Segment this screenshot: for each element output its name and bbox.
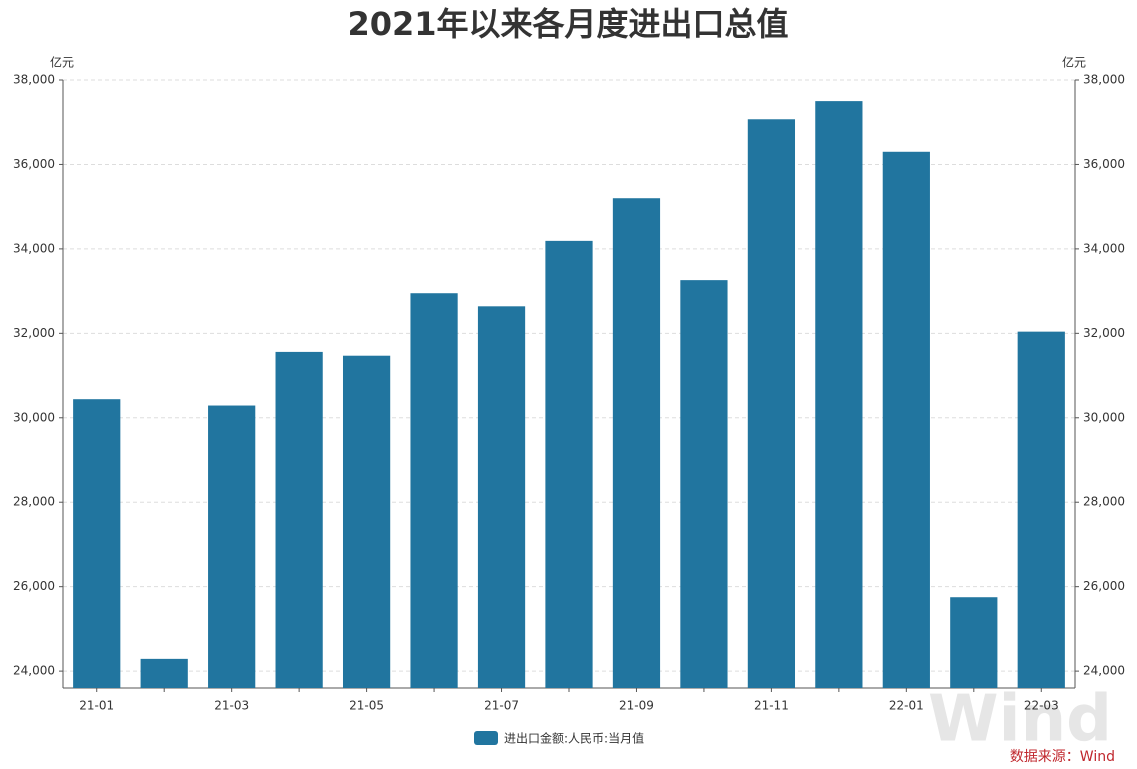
y-tick-label: 30,000 bbox=[13, 410, 55, 424]
y-tick-label: 38,000 bbox=[13, 73, 55, 87]
legend-label: 进出口金额:人民币:当月值 bbox=[504, 731, 644, 746]
y-tick-label: 34,000 bbox=[13, 241, 55, 255]
y-tick-label: 32,000 bbox=[13, 326, 55, 340]
y-axis-unit: 亿元 bbox=[50, 55, 74, 70]
x-tick-label: 21-03 bbox=[214, 699, 249, 713]
bar bbox=[73, 399, 121, 688]
bar bbox=[680, 280, 728, 688]
legend-swatch bbox=[474, 731, 498, 745]
x-tick-label: 22-01 bbox=[889, 699, 924, 713]
y-tick-label: 26,000 bbox=[13, 579, 55, 593]
source: 数据来源：Wind bbox=[1010, 749, 1115, 765]
y2-axis-unit: 亿元 bbox=[1062, 55, 1086, 70]
bar bbox=[410, 293, 458, 688]
bar bbox=[275, 351, 323, 688]
y2-tick-label: 32,000 bbox=[1083, 326, 1125, 340]
x-tick-label: 21-05 bbox=[349, 699, 384, 713]
chart-title: 2021年以来各月度进出口总值 bbox=[347, 5, 788, 43]
x-tick-label: 21-09 bbox=[619, 699, 654, 713]
bar bbox=[1017, 331, 1065, 688]
bar bbox=[342, 355, 391, 688]
bar bbox=[545, 240, 593, 688]
bar bbox=[815, 101, 863, 689]
y2-tick-label: 26,000 bbox=[1083, 579, 1125, 593]
watermark: Wind bbox=[928, 683, 1112, 757]
y2-tick-label: 30,000 bbox=[1083, 410, 1125, 424]
bar bbox=[140, 658, 188, 688]
y2-tick-label: 36,000 bbox=[1083, 157, 1125, 171]
x-tick-label: 21-01 bbox=[79, 699, 114, 713]
x-tick-label: 21-07 bbox=[484, 699, 519, 713]
y2-tick-label: 38,000 bbox=[1083, 73, 1125, 87]
bar bbox=[747, 119, 796, 689]
x-tick-label: 21-11 bbox=[754, 699, 789, 713]
y-tick-label: 36,000 bbox=[13, 157, 55, 171]
bar bbox=[477, 306, 526, 688]
bar bbox=[950, 597, 998, 688]
y2-tick-label: 28,000 bbox=[1083, 495, 1125, 509]
y-tick-label: 24,000 bbox=[13, 664, 55, 678]
y2-tick-label: 24,000 bbox=[1083, 664, 1125, 678]
y2-tick-label: 34,000 bbox=[1083, 241, 1125, 255]
bar bbox=[882, 151, 930, 688]
bar bbox=[208, 405, 256, 688]
x-tick-label: 22-03 bbox=[1024, 699, 1059, 713]
bar bbox=[612, 198, 661, 688]
y-tick-label: 28,000 bbox=[13, 495, 55, 509]
